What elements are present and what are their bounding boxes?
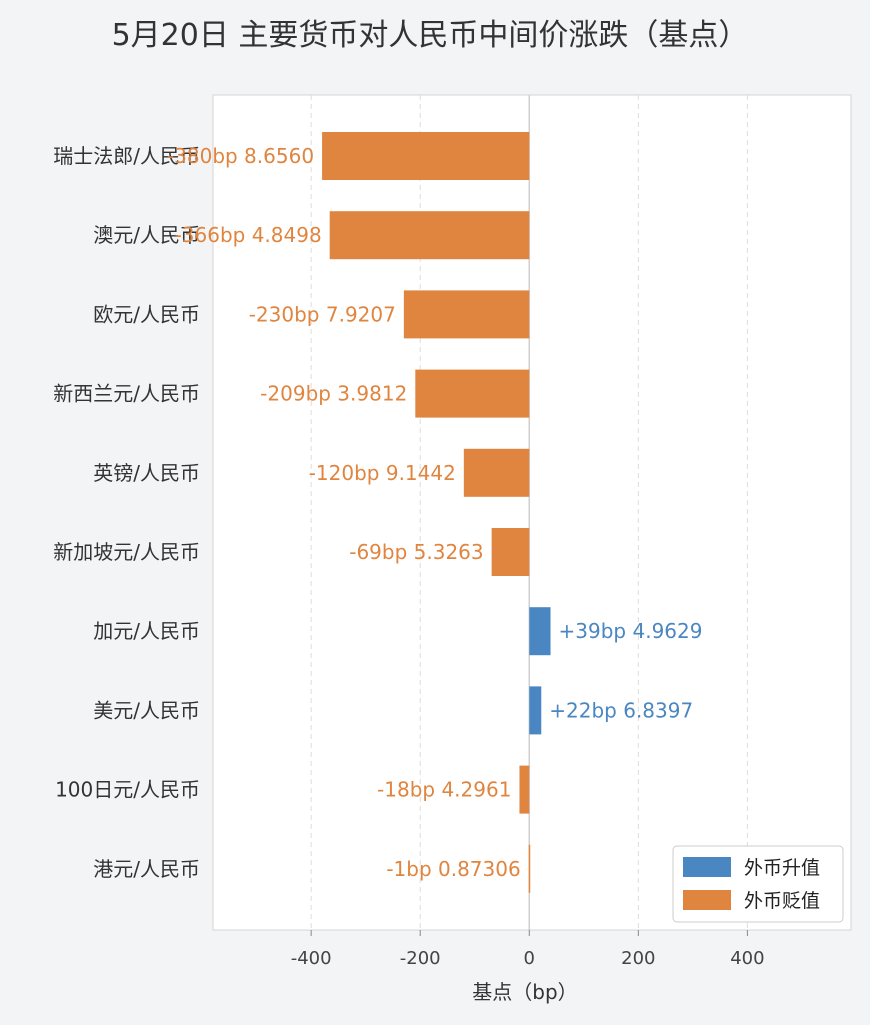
data-label: +22bp 6.8397 [549,698,693,722]
legend-label-down: 外币贬值 [744,890,820,912]
category-label: 英镑/人民币 [93,461,200,485]
data-label: -1bp 0.87306 [386,857,520,881]
bar [463,448,530,497]
legend-swatch-up [683,857,731,877]
category-label: 港元/人民币 [93,857,200,881]
bar [529,686,542,735]
x-tick-label: -200 [400,948,441,969]
x-tick-label: 0 [524,948,535,969]
data-label: -380bp 8.6560 [167,144,314,168]
category-label: 新西兰元/人民币 [53,382,200,406]
category-label: 瑞士法郎/人民币 [53,144,200,168]
bar [491,528,530,576]
data-label: +39bp 4.9629 [559,619,703,643]
data-label: -209bp 3.9812 [260,382,407,406]
category-label: 欧元/人民币 [93,302,200,326]
x-tick-label: 200 [621,948,655,969]
bar [322,132,530,180]
category-labels: 瑞士法郎/人民币澳元/人民币欧元/人民币新西兰元/人民币英镑/人民币新加坡元/人… [53,144,200,881]
bars [322,132,551,893]
legend: 外币升值 外币贬值 [672,845,844,923]
bar [529,607,551,656]
plot-area [212,94,852,931]
bar [403,290,530,339]
bar [415,369,530,418]
category-label: 新加坡元/人民币 [53,540,200,564]
legend-swatch-down [683,890,731,910]
category-label: 澳元/人民币 [93,223,200,247]
data-labels: -380bp 8.6560 -366bp 4.8498 -230bp 7.9207 -… [167,144,703,881]
bar [329,211,530,260]
x-tick-label: -400 [291,948,332,969]
data-label: -69bp 5.3263 [349,540,483,564]
chart-title: 5月20日 主要货币对人民币中间价涨跌（基点） [112,18,749,53]
x-tick-label: 400 [730,948,764,969]
data-label: -120bp 9.1442 [309,461,456,485]
x-axis-label: 基点（bp） [472,980,577,1004]
category-label: 美元/人民币 [93,698,200,722]
data-label: -366bp 4.8498 [175,223,322,247]
bar [528,844,531,893]
legend-label-up: 外币升值 [744,857,820,879]
category-label: 100日元/人民币 [55,778,200,802]
data-label: -230bp 7.9207 [249,302,396,326]
bar [519,765,530,814]
data-label: -18bp 4.2961 [377,778,511,802]
x-tick-labels: -400 -200 0 200 400 [291,930,765,969]
category-label: 加元/人民币 [93,619,200,643]
